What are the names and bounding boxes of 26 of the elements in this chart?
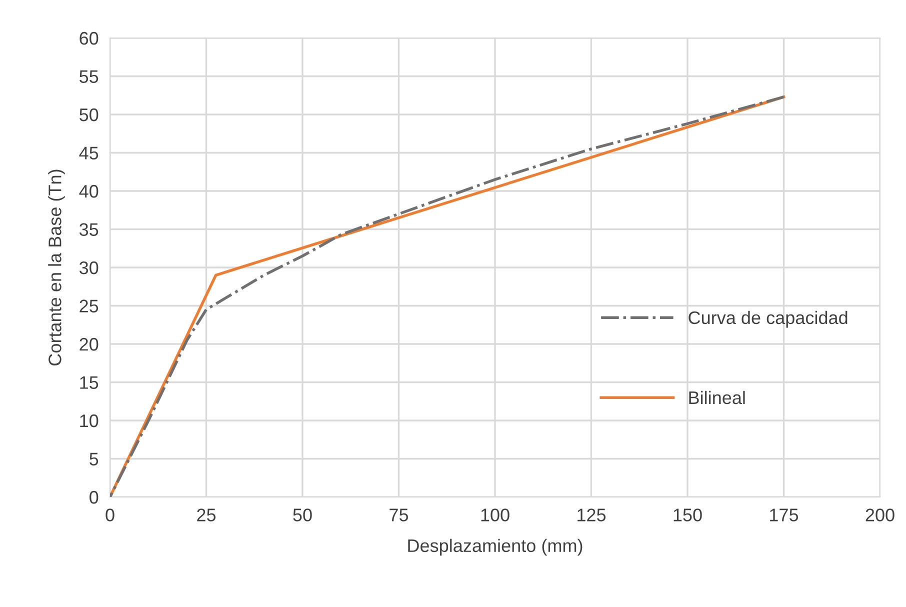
x-tick-label: 100: [481, 508, 510, 522]
x-tick-label: 0: [106, 508, 114, 522]
y-tick-label: 45: [79, 146, 98, 160]
x-tick-label: 150: [674, 508, 702, 522]
y-tick-label: 40: [79, 184, 98, 198]
x-tick-label: 75: [390, 508, 408, 522]
legend-label: Bilineal: [689, 390, 745, 404]
y-tick-label: 35: [79, 223, 98, 236]
x-tick-label: 175: [770, 508, 798, 522]
x-tick-label: 200: [866, 508, 894, 522]
y-tick-label: 5: [90, 452, 98, 466]
x-tick-label: 50: [293, 508, 312, 522]
y-tick-label: 30: [79, 261, 98, 274]
y-tick-label: 50: [80, 108, 98, 122]
x-axis-title: Desplazamiento (mm): [408, 538, 582, 556]
y-tick-label: 20: [80, 338, 98, 351]
legend-label: Curva de capacidad: [688, 310, 848, 328]
y-tick-label: 55: [80, 70, 98, 83]
y-tick-label: 25: [80, 300, 98, 312]
x-tick-label: 25: [197, 508, 216, 522]
y-axis-title: Cortante en la Base (Tn): [48, 170, 65, 366]
y-tick-label: 60: [80, 32, 98, 45]
y-tick-label: 15: [80, 376, 98, 389]
y-tick-label: 10: [80, 414, 98, 428]
x-tick-label: 125: [578, 508, 606, 522]
y-tick-label: 0: [90, 490, 98, 504]
